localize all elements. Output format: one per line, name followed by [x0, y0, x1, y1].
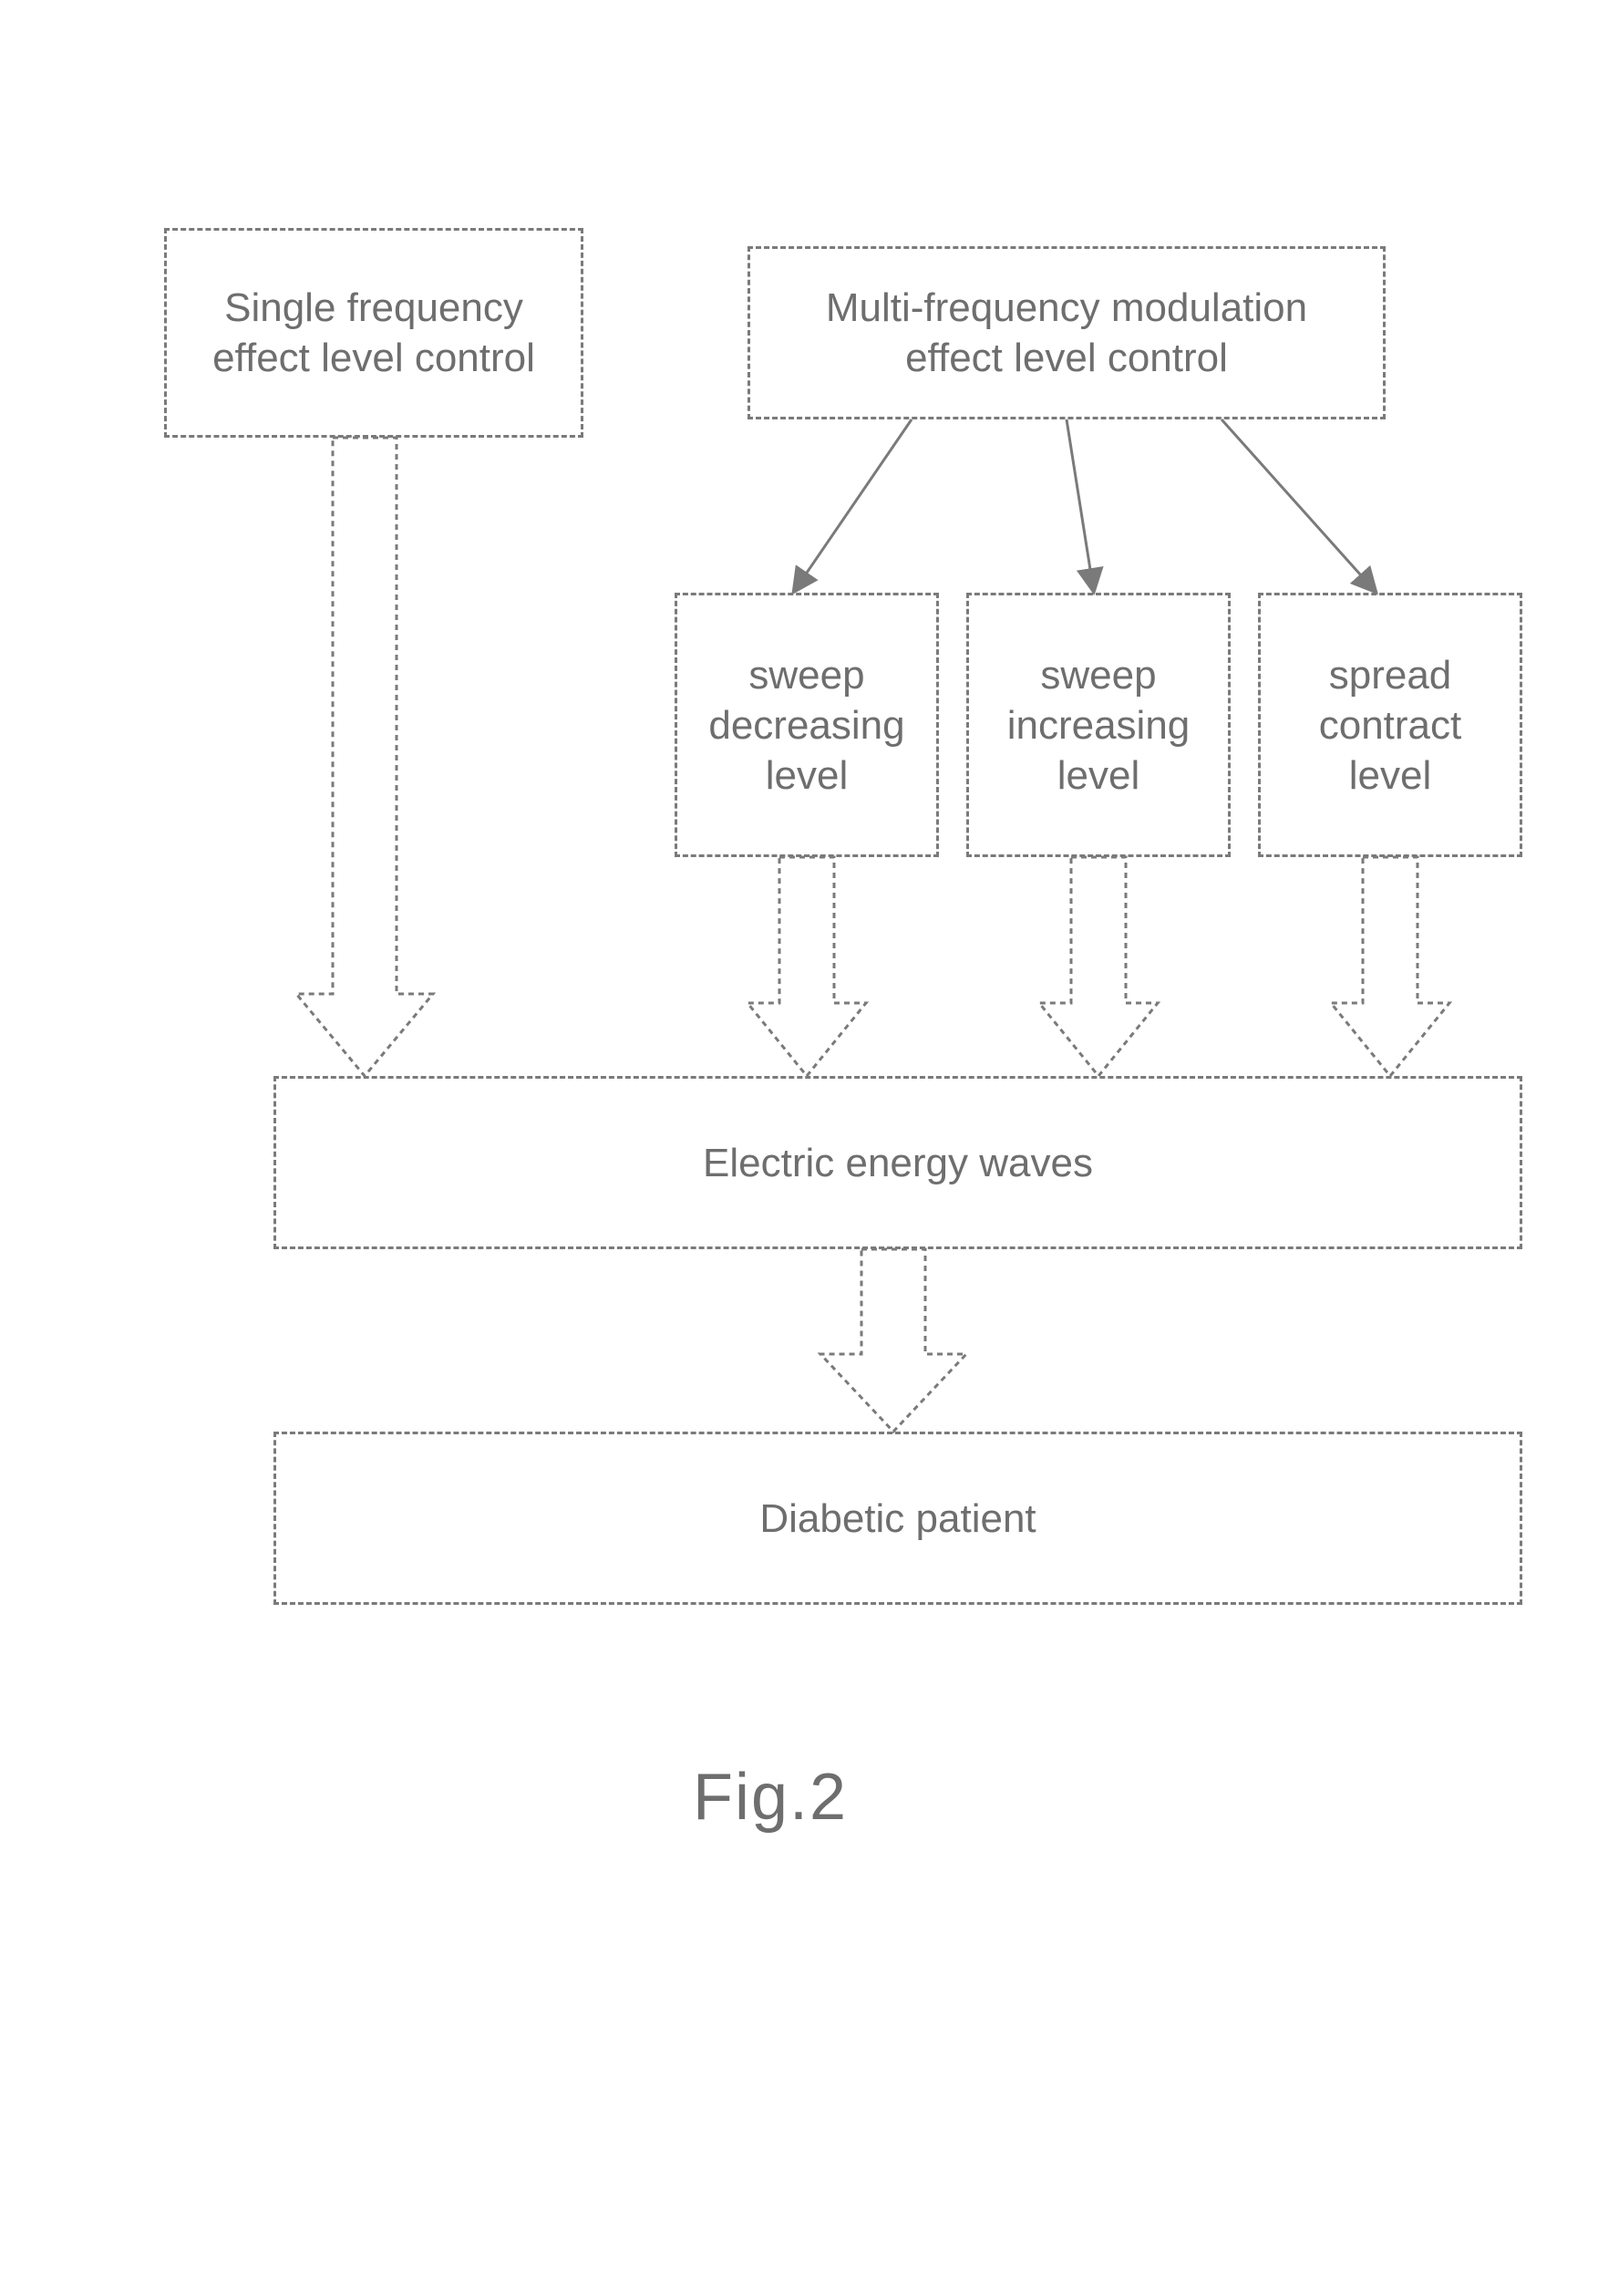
node-label: Single frequencyeffect level control [212, 283, 535, 383]
node-diabetic-patient: Diabetic patient [273, 1432, 1522, 1605]
node-label: spread contractlevel [1272, 650, 1509, 801]
node-label: sweepincreasing level [980, 650, 1217, 801]
node-electric-energy-waves: Electric energy waves [273, 1076, 1522, 1249]
node-label: Multi-frequency modulationeffect level c… [826, 283, 1307, 383]
block-arrow [1331, 857, 1449, 1076]
node-multi-frequency: Multi-frequency modulationeffect level c… [747, 246, 1386, 419]
diagram-canvas: Single frequencyeffect level control Mul… [0, 0, 1598, 2296]
node-label: Electric energy waves [703, 1138, 1093, 1188]
node-label: Diabetic patient [759, 1494, 1036, 1544]
node-sweep-increasing: sweepincreasing level [966, 593, 1231, 857]
thin-arrow [793, 419, 912, 593]
node-label: sweepdecreasing level [688, 650, 925, 801]
thin-arrow [1067, 419, 1094, 593]
block-arrow [747, 857, 866, 1076]
node-sweep-decreasing: sweepdecreasing level [675, 593, 939, 857]
thin-arrow [1222, 419, 1376, 593]
node-spread-contract: spread contractlevel [1258, 593, 1522, 857]
figure-label: Fig.2 [693, 1760, 848, 1835]
block-arrow [296, 438, 433, 1076]
block-arrow [820, 1249, 966, 1432]
block-arrow [1039, 857, 1158, 1076]
node-single-frequency: Single frequencyeffect level control [164, 228, 583, 438]
